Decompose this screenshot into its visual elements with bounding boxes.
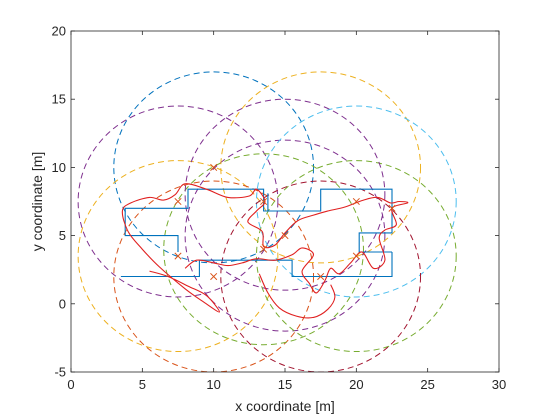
y-tick-label: -5 [54, 365, 66, 380]
x-axis-title: x coordinate [m] [235, 398, 335, 414]
x-tick-label: 0 [67, 377, 74, 392]
anchor-marker-2 [210, 163, 218, 171]
anchor-markers [174, 163, 396, 281]
trajectory-2 [258, 273, 336, 319]
x-tick-label: 30 [492, 377, 506, 392]
anchor-marker-6 [174, 252, 182, 260]
anchor-marker-8 [317, 272, 325, 281]
y-tick-label: 5 [59, 228, 66, 243]
y-tick-label: 20 [52, 24, 66, 39]
y-tick-label: 15 [52, 92, 66, 107]
x-tick-label: 20 [349, 377, 363, 392]
x-tick-label: 5 [139, 377, 146, 392]
range-circle-5 [163, 153, 364, 346]
range-circle-3 [77, 160, 279, 353]
range-circle-8 [255, 105, 457, 298]
floorplan-wall-1 [120, 252, 393, 278]
range-circle-9 [255, 160, 457, 353]
anchor-marker-9 [352, 252, 360, 260]
x-tick-label: 10 [206, 377, 220, 392]
x-tick-label: 25 [420, 377, 434, 392]
anchor-marker-10 [352, 197, 360, 206]
range-circle-2 [77, 105, 279, 298]
trajectory-1 [121, 183, 409, 313]
x-tick-label: 15 [278, 377, 292, 392]
trajectories [121, 183, 409, 319]
anchor-marker-5 [260, 245, 268, 253]
y-axis-title: y coordinate [m] [29, 152, 45, 252]
anchor-marker-3 [260, 197, 268, 206]
plot-area [71, 31, 499, 372]
range-circle-7 [220, 71, 422, 264]
y-tick-label: 10 [52, 160, 66, 175]
anchor-marker-11 [388, 204, 396, 212]
anchor-marker-4 [281, 232, 289, 240]
range-circle-6 [184, 139, 386, 332]
y-tick-label: 0 [59, 296, 66, 311]
anchor-marker-7 [210, 272, 218, 281]
anchor-marker-1 [174, 197, 182, 206]
range-circle-11 [184, 98, 386, 291]
